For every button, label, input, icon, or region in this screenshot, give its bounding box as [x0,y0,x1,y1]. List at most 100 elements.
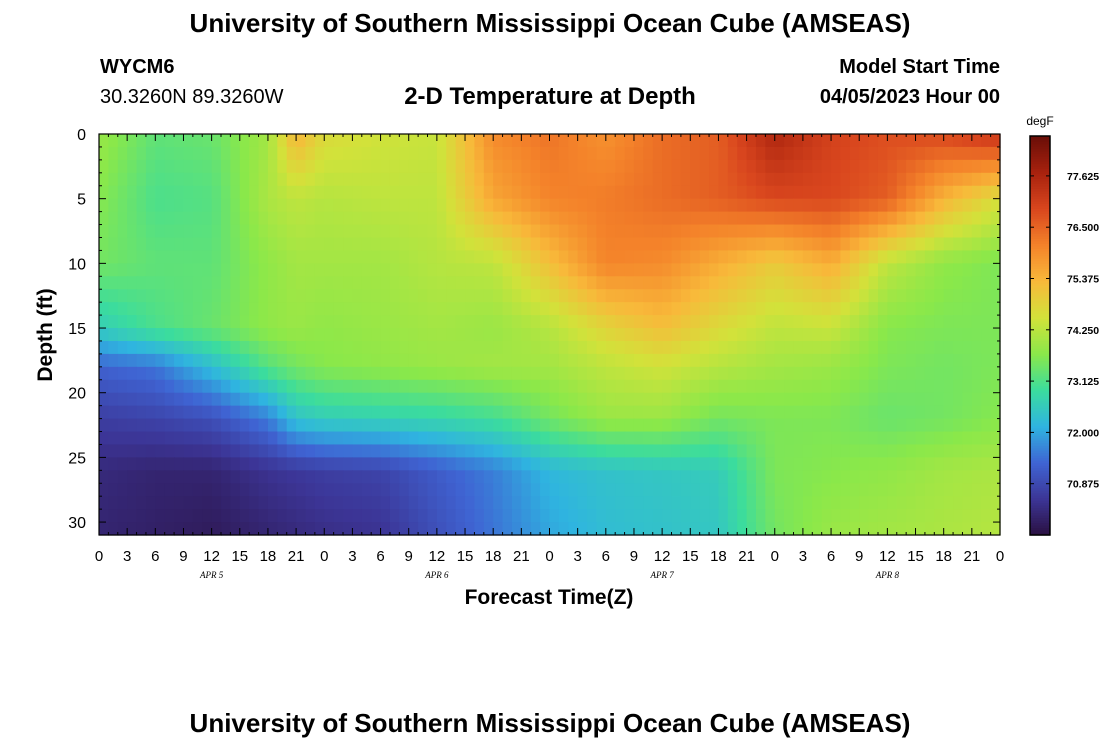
heatmap-cell [709,366,720,381]
heatmap-cell [221,431,231,446]
heatmap-cell [906,224,917,239]
heatmap-cell [239,366,250,381]
heatmap-cell [605,431,616,446]
heatmap-cell [568,289,579,303]
heatmap-cell [465,172,476,187]
heatmap-cell [174,263,185,277]
heatmap-cell [680,237,691,252]
y-tick-label: 15 [68,321,86,338]
heatmap-cell [521,418,532,433]
heatmap-cell [117,405,128,420]
heatmap-cell [615,263,626,277]
x-tick-label: 21 [513,548,530,565]
heatmap-cell [877,353,888,368]
heatmap-cell [849,405,860,420]
heatmap-cell [286,483,297,497]
heatmap-cell [727,146,738,161]
heatmap-cell [530,496,541,510]
heatmap-cell [202,263,213,277]
heatmap-cell [427,340,438,355]
heatmap-cell [568,509,579,523]
heatmap-cell [615,392,626,407]
heatmap-cell [108,237,119,252]
heatmap-cell [755,328,766,342]
heatmap-cell [577,211,588,226]
heatmap-cell [446,392,457,407]
heatmap-cell [352,172,363,187]
heatmap-cell [793,509,804,523]
heatmap-cell [436,496,447,510]
heatmap-cell [962,211,973,226]
heatmap-cell [868,315,879,329]
heatmap-cell [99,353,109,368]
heatmap-cell [164,302,175,316]
heatmap-cell [465,405,476,420]
x-tick-label: 0 [545,548,553,565]
heatmap-cell [286,172,297,187]
heatmap-cell [502,302,513,316]
heatmap-cell [568,483,579,497]
heatmap-cell [727,134,738,148]
heatmap-cell [389,276,400,290]
heatmap-cell [680,366,691,381]
heatmap-cell [474,418,485,433]
heatmap-cell [174,250,185,264]
heatmap-cell [596,444,607,458]
heatmap-cell [399,146,410,161]
colorbar-segment [1030,263,1050,267]
heatmap-cell [221,146,231,161]
heatmap-cell [145,134,156,148]
heatmap-cell [727,250,738,264]
heatmap-cell [333,315,344,329]
heatmap-cell [699,276,710,290]
heatmap-cell [680,315,691,329]
heatmap-cell [558,185,569,200]
colorbar-segment [1030,337,1050,342]
heatmap-cell [896,509,907,523]
heatmap-cell [887,315,898,329]
heatmap-cell [324,483,335,497]
heatmap-cell [793,134,804,148]
heatmap-cell [521,431,532,446]
colorbar-segment [1030,495,1050,499]
heatmap-cell [540,198,551,213]
heatmap-cell [831,496,842,510]
heatmap-cell [906,263,917,277]
heatmap-cell [784,302,795,316]
heatmap-cell [587,289,598,303]
heatmap-cell [868,457,879,471]
heatmap-cell [399,263,410,277]
heatmap-cell [117,211,128,226]
heatmap-cell [549,146,560,161]
heatmap-cell [549,172,560,187]
heatmap-cell [211,146,222,161]
heatmap-cell [183,250,194,264]
heatmap-cell [774,211,785,226]
heatmap-cell [849,172,860,187]
heatmap-cell [324,379,335,394]
heatmap-cell [699,470,710,484]
heatmap-cell [802,211,813,226]
heatmap-cell [230,134,241,148]
heatmap-cell [577,522,588,536]
heatmap-cell [671,315,682,329]
heatmap-cell [971,146,982,161]
heatmap-cell [699,457,710,471]
heatmap-cell [784,496,795,510]
heatmap-cell [971,185,982,200]
heatmap-cell [343,146,354,161]
heatmap-cell [849,211,860,226]
heatmap-cell [446,457,457,471]
heatmap-cell [474,457,485,471]
heatmap-cell [399,276,410,290]
colorbar-segment [1030,238,1050,242]
heatmap-cell [136,405,147,420]
heatmap-cell [953,159,964,174]
heatmap-cell [587,328,598,342]
colorbar-segment [1030,313,1050,317]
heatmap-cell [981,431,992,446]
heatmap-cell [981,509,992,523]
heatmap-cell [568,457,579,471]
heatmap-cell [662,289,673,303]
heatmap-cell [699,444,710,458]
